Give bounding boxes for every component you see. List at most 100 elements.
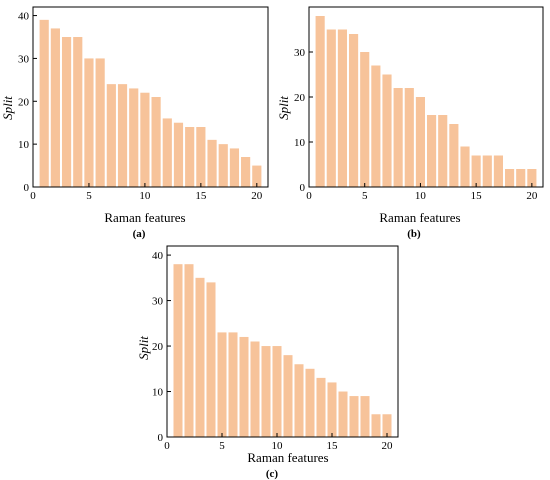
bar: [415, 97, 425, 187]
x-tick-label: 10: [415, 190, 427, 202]
y-axis-label: Split: [0, 96, 15, 120]
bar: [326, 29, 336, 187]
y-tick-label: 20: [294, 92, 306, 104]
bar: [427, 115, 437, 187]
bar: [206, 282, 216, 437]
bar: [449, 124, 459, 187]
bar: [404, 88, 414, 187]
bar: [360, 52, 370, 187]
x-tick-label: 20: [382, 440, 394, 452]
x-axis-label: Raman features: [104, 210, 185, 225]
bar: [315, 16, 325, 187]
y-tick-label: 30: [18, 53, 30, 65]
bar: [252, 165, 262, 187]
y-tick-label: 20: [18, 96, 30, 108]
bar: [61, 37, 72, 187]
bar: [207, 139, 217, 187]
panel-label: (b): [407, 228, 421, 240]
bar: [460, 146, 470, 187]
bar: [250, 341, 260, 437]
y-axis-label: Split: [276, 96, 291, 120]
x-tick-label: 0: [306, 190, 312, 202]
bar: [95, 58, 105, 188]
bar: [482, 155, 492, 187]
bar: [241, 157, 251, 187]
panel-label: (c): [266, 468, 279, 480]
y-tick-label: 10: [294, 137, 306, 149]
bar: [349, 34, 359, 187]
y-tick-label: 30: [152, 296, 164, 308]
bar: [294, 364, 304, 437]
bar: [371, 65, 381, 187]
x-tick-label: 5: [86, 190, 92, 202]
x-tick-label: 15: [471, 190, 483, 202]
bar: [382, 74, 392, 187]
bar: [338, 391, 348, 437]
bar: [218, 144, 228, 187]
bar: [261, 346, 271, 437]
x-tick-label: 10: [139, 190, 151, 202]
x-tick-label: 15: [327, 440, 339, 452]
y-tick-label: 30: [294, 47, 306, 59]
bar: [217, 332, 227, 437]
bar: [471, 155, 481, 187]
x-tick-label: 5: [219, 440, 225, 452]
y-tick-label: 20: [152, 341, 164, 353]
bar: [283, 355, 293, 437]
x-axis-label: Raman features: [247, 450, 328, 465]
bar: [173, 264, 183, 437]
bar: [50, 28, 60, 188]
bar: [516, 169, 526, 187]
plot-frame: [166, 245, 399, 438]
bar: [327, 382, 337, 437]
bar: [239, 336, 249, 437]
plot-frame: [32, 6, 269, 188]
chart-panel-b: Split Raman features (b) 0 5 10 15 20 0 10 20 30: [276, 6, 544, 240]
bar: [195, 277, 205, 437]
bar: [196, 127, 206, 187]
bar: [173, 122, 184, 187]
bar: [337, 29, 347, 187]
y-tick-label: 0: [158, 432, 164, 444]
bar: [305, 368, 315, 437]
bar: [185, 127, 195, 187]
y-tick-label: 10: [18, 139, 30, 151]
bar: [438, 115, 448, 187]
bar: [272, 346, 282, 437]
x-tick-label: 15: [195, 190, 207, 202]
bar: [73, 37, 83, 187]
x-tick-label: 10: [272, 440, 284, 452]
x-tick-label: 20: [526, 190, 538, 202]
chart-panel-c: Split Raman features (c) 0 5 10 15 20 0 10 20 30…: [136, 245, 399, 480]
panel-label: (a): [133, 228, 146, 240]
y-tick-label: 40: [18, 11, 30, 23]
bar: [229, 148, 240, 187]
y-tick-label: 10: [152, 387, 164, 399]
bar: [349, 396, 359, 437]
y-axis-label: Split: [136, 336, 151, 360]
bar: [228, 332, 238, 437]
bar: [84, 58, 94, 188]
y-tick-label: 40: [152, 250, 164, 262]
bar: [106, 84, 116, 187]
bar: [117, 84, 128, 187]
bar: [493, 155, 503, 187]
bar: [382, 414, 392, 437]
y-tick-label: 0: [24, 182, 30, 194]
bar: [151, 97, 161, 187]
bar: [527, 169, 537, 187]
x-axis-label: Raman features: [379, 210, 460, 225]
bar: [393, 88, 403, 187]
x-tick-label: 0: [30, 190, 36, 202]
bar: [371, 414, 381, 437]
bar: [505, 169, 515, 187]
y-tick-label: 0: [300, 182, 306, 194]
bar: [39, 19, 49, 187]
bar: [140, 92, 150, 187]
x-tick-label: 5: [362, 190, 368, 202]
bar: [129, 88, 139, 187]
bar: [360, 396, 370, 437]
bar: [184, 264, 194, 437]
bar: [162, 118, 172, 187]
